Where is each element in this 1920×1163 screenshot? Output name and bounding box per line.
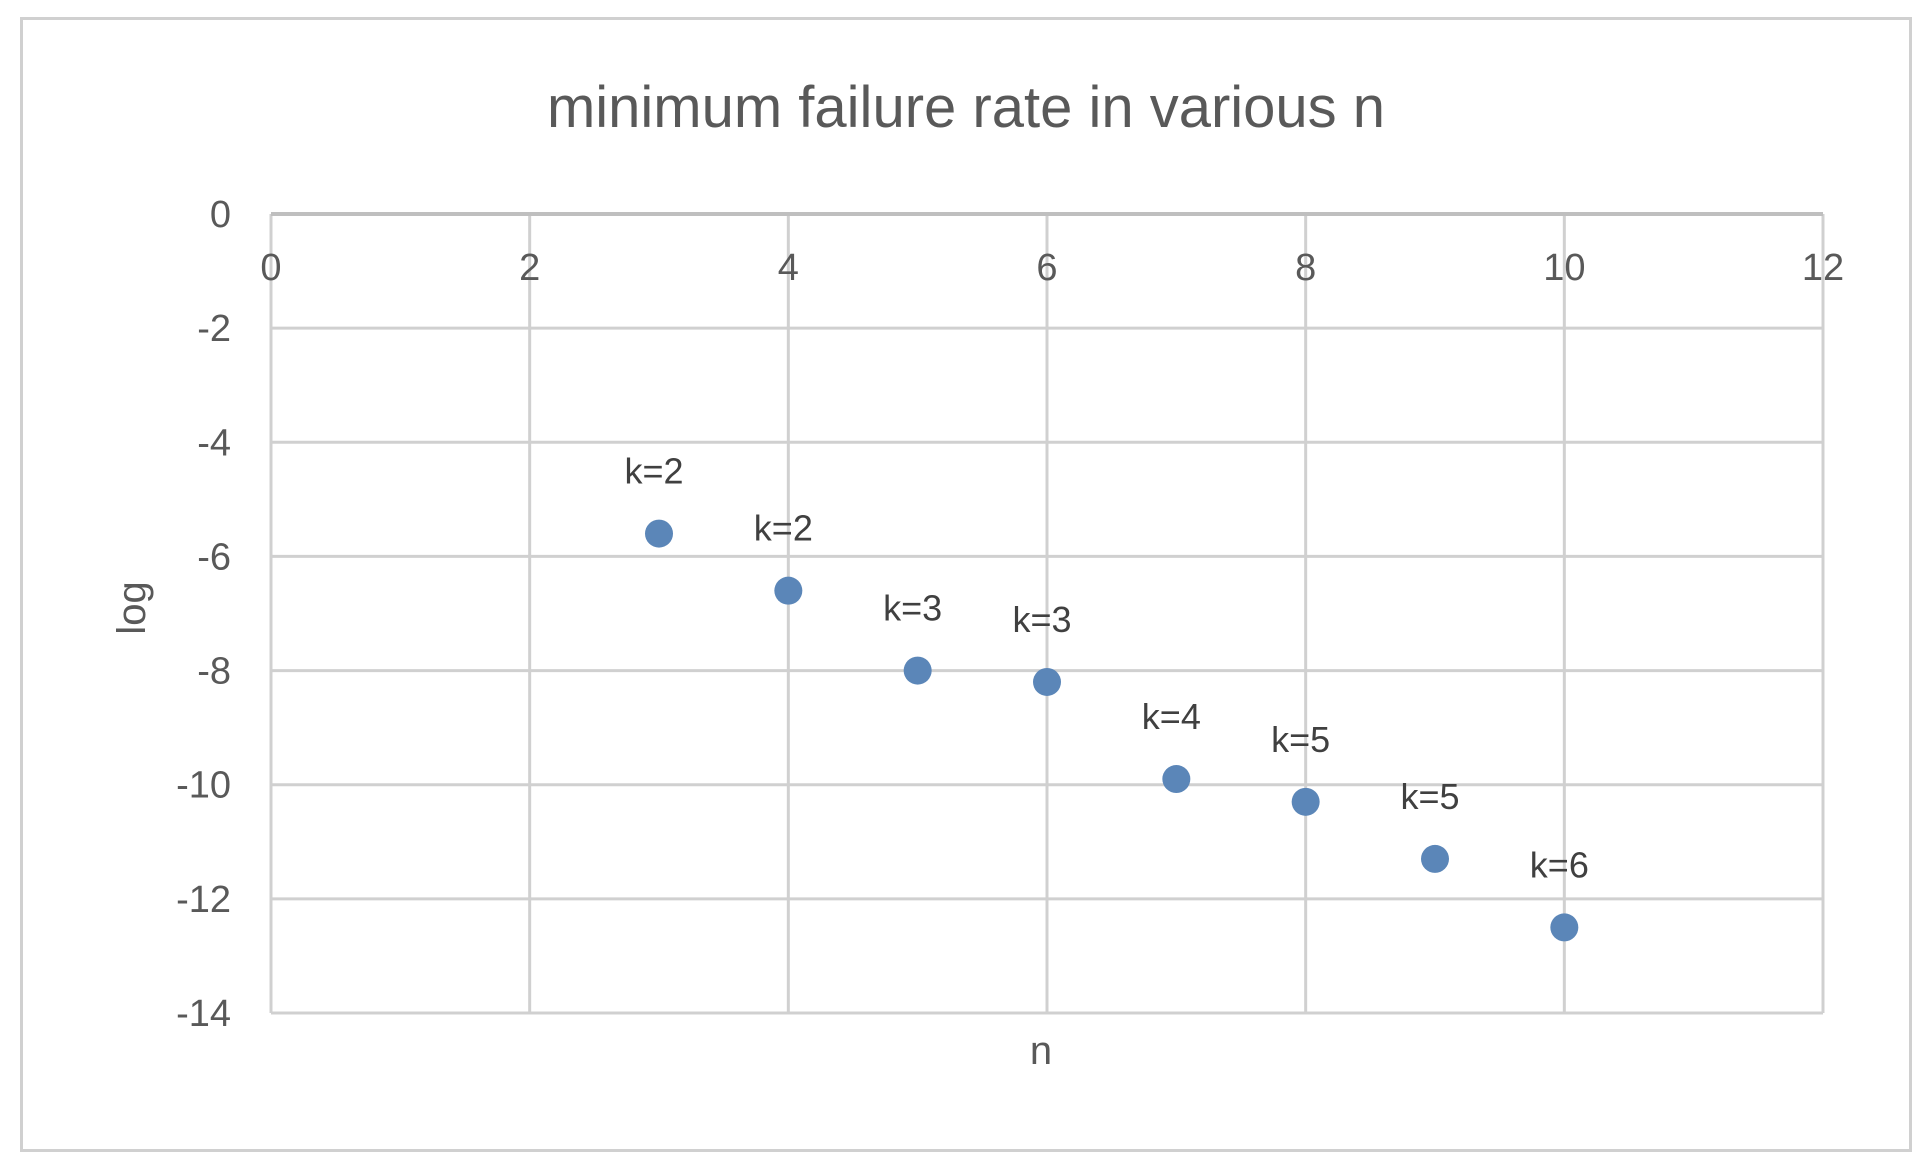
chart-frame: minimum failure rate in various n 0 -2 -4 -… [20, 17, 1912, 1152]
data-label-3: k=3 [1012, 599, 1071, 640]
scatter-chart: minimum failure rate in various n 0 -2 -4 -… [110, 75, 1844, 1073]
x-tick-label-6: 12 [1802, 247, 1844, 289]
data-label-7: k=6 [1530, 844, 1589, 885]
y-tick-label-5: -10 [176, 765, 231, 807]
y-tick-label-1: -2 [197, 308, 231, 350]
data-label-5: k=5 [1271, 719, 1330, 760]
y-tick-label-0: 0 [210, 194, 231, 236]
data-labels: k=2 k=2 k=3 k=3 k=4 k=5 k=5 k=6 [624, 451, 1588, 886]
data-point-0 [645, 519, 673, 548]
data-point-3 [1033, 667, 1061, 696]
x-tick-label-1: 2 [519, 247, 540, 289]
chart-title: minimum failure rate in various n [547, 75, 1385, 140]
y-tick-label-6: -12 [176, 879, 231, 921]
grid [269, 212, 1825, 1015]
data-point-2 [903, 656, 932, 685]
data-point-7 [1550, 913, 1579, 942]
x-axis-label: n [1030, 1029, 1052, 1073]
x-tick-label-0: 0 [260, 247, 281, 289]
y-axis-ticks: 0 -2 -4 -6 -8 -10 -12 -14 [176, 194, 231, 1035]
data-label-6: k=5 [1400, 776, 1459, 817]
data-label-1: k=2 [754, 508, 813, 549]
data-points [645, 519, 1579, 942]
x-tick-label-3: 6 [1036, 247, 1057, 289]
data-label-4: k=4 [1142, 696, 1201, 737]
x-tick-label-4: 8 [1295, 247, 1316, 289]
y-tick-label-3: -6 [197, 536, 231, 578]
x-axis-ticks: 0 2 4 6 8 10 12 [260, 247, 1844, 289]
x-tick-label-2: 4 [778, 247, 799, 289]
y-tick-label-4: -8 [197, 651, 231, 693]
y-axis-label: log [110, 581, 154, 634]
data-label-0: k=2 [624, 451, 683, 492]
data-point-4 [1162, 765, 1191, 794]
data-point-1 [774, 576, 803, 605]
data-label-2: k=3 [883, 588, 942, 629]
y-tick-label-7: -14 [176, 993, 231, 1035]
x-tick-label-5: 10 [1543, 247, 1585, 289]
y-tick-label-2: -4 [197, 422, 231, 464]
data-point-5 [1291, 787, 1320, 816]
data-point-6 [1421, 844, 1449, 873]
